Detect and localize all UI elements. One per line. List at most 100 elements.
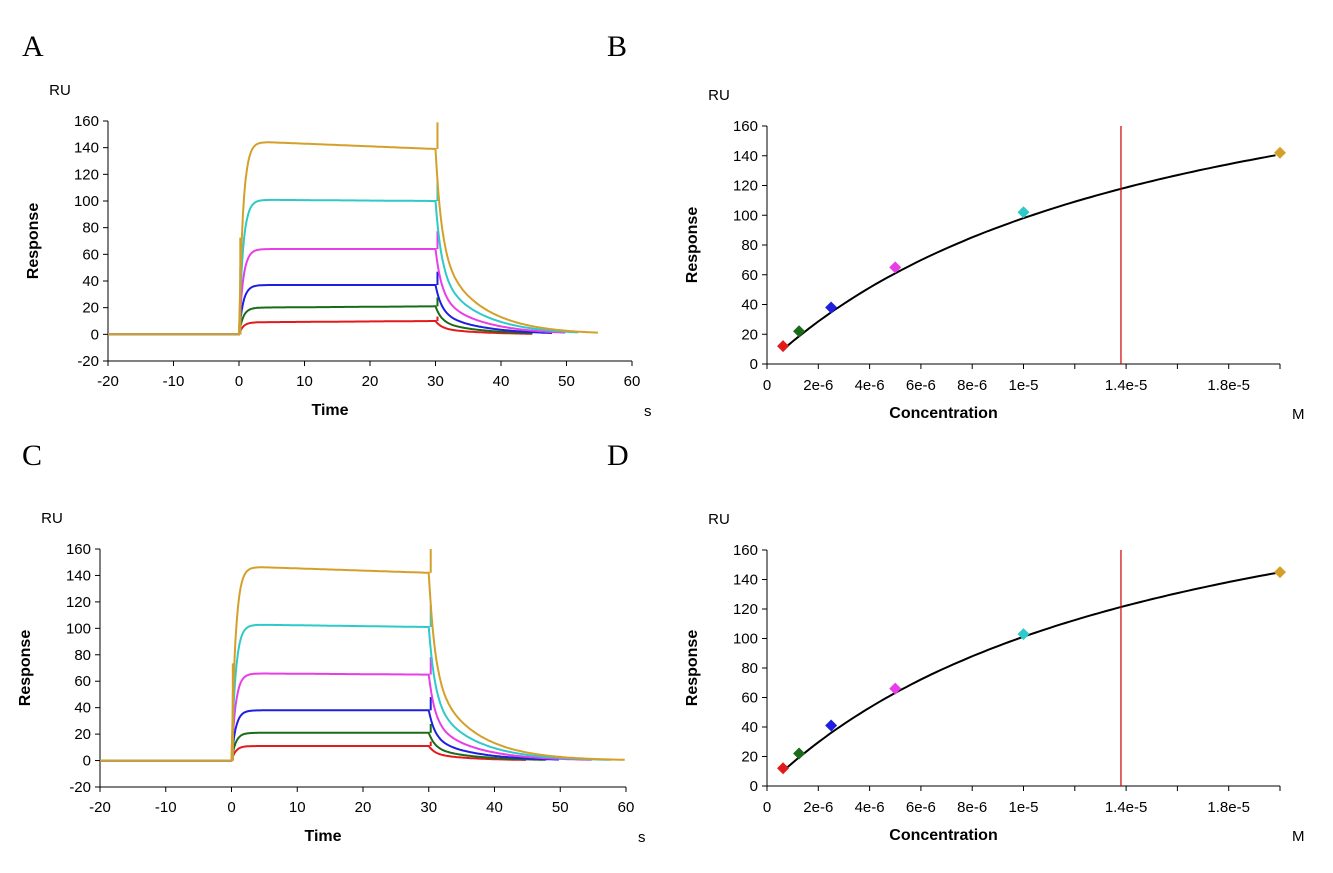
y-tick-label: 20: [74, 726, 91, 743]
panel-label-c: C: [22, 439, 42, 472]
x-tick-label: 10: [296, 373, 313, 390]
x-tick-label: 10: [289, 799, 306, 816]
x-unit-label: s: [638, 829, 646, 846]
x-tick-label: 4e-6: [855, 377, 885, 394]
x-tick-label: 40: [493, 373, 510, 390]
y-tick-label: 160: [733, 118, 758, 135]
y-axis-title: Response: [684, 207, 701, 284]
x-axis-title: Time: [311, 402, 348, 419]
y-unit-label: RU: [708, 87, 730, 104]
sensorgram-curve-4: [100, 672, 592, 762]
affinity-fit-curve: [782, 154, 1276, 351]
y-tick-label: 140: [733, 572, 758, 589]
x-tick-label: 1.8e-5: [1207, 377, 1250, 394]
y-tick-label: 120: [66, 594, 91, 611]
x-tick-label: 8e-6: [957, 377, 987, 394]
y-tick-label: 60: [74, 673, 91, 690]
x-unit-label: M: [1292, 406, 1305, 423]
y-axis-title: Response: [25, 203, 42, 280]
y-unit-label: RU: [708, 511, 730, 528]
y-tick-label: 120: [74, 166, 99, 183]
y-tick-label: 80: [741, 660, 758, 677]
y-tick-label: 0: [750, 356, 758, 373]
x-tick-label: 8e-6: [957, 799, 987, 816]
x-tick-label: 0: [227, 799, 235, 816]
x-tick-label: -20: [97, 373, 119, 390]
x-tick-label: -10: [155, 799, 177, 816]
x-tick-label: -20: [89, 799, 111, 816]
x-tick-label: 2e-6: [803, 799, 833, 816]
data-point-2: [793, 325, 806, 338]
data-point-1: [777, 762, 790, 775]
y-tick-label: 80: [82, 220, 99, 237]
y-tick-label: 40: [741, 719, 758, 736]
x-unit-label: M: [1292, 828, 1305, 845]
x-tick-label: 30: [427, 373, 444, 390]
sensorgram-curve-5: [100, 623, 612, 762]
y-tick-label: 20: [741, 326, 758, 343]
data-point-2: [793, 747, 806, 760]
x-tick-label: 20: [362, 373, 379, 390]
x-tick-label: 60: [624, 373, 641, 390]
y-tick-label: 80: [74, 647, 91, 664]
x-tick-label: 2e-6: [803, 377, 833, 394]
data-point-5: [1017, 628, 1030, 641]
affinity-fit-curve: [782, 572, 1276, 772]
x-tick-label: 0: [763, 377, 771, 394]
data-point-3: [825, 719, 838, 732]
panel-label-b: B: [607, 30, 627, 63]
x-axis-title: Concentration: [889, 827, 997, 844]
y-tick-label: 120: [733, 178, 758, 195]
x-tick-label: 6e-6: [906, 377, 936, 394]
y-tick-label: 20: [82, 300, 99, 317]
x-tick-label: 60: [618, 799, 635, 816]
sensorgram-curve-2: [108, 305, 533, 336]
y-tick-label: 160: [74, 113, 99, 130]
sensorgram-curve-3: [100, 709, 559, 762]
y-axis-title: Response: [684, 630, 701, 707]
x-axis-title: Concentration: [889, 405, 997, 422]
y-unit-label: RU: [49, 82, 71, 99]
x-unit-label: s: [644, 403, 652, 420]
sensorgram-curve-6: [100, 566, 625, 762]
x-tick-label: 0: [763, 799, 771, 816]
x-tick-label: 20: [355, 799, 372, 816]
data-point-4: [889, 261, 902, 274]
y-tick-label: 60: [741, 267, 758, 284]
y-tick-label: 140: [66, 567, 91, 584]
y-tick-label: 100: [733, 631, 758, 648]
x-tick-label: 50: [558, 373, 575, 390]
x-tick-label: 1.4e-5: [1105, 377, 1148, 394]
data-point-6: [1274, 146, 1286, 159]
y-tick-label: 140: [74, 140, 99, 157]
y-tick-label: 80: [741, 237, 758, 254]
data-point-3: [825, 301, 838, 314]
sensorgram-curve-1: [100, 745, 527, 762]
x-tick-label: 50: [552, 799, 569, 816]
y-tick-label: 0: [91, 326, 99, 343]
x-tick-label: 30: [420, 799, 437, 816]
panel-label-a: A: [22, 30, 44, 63]
y-tick-label: 20: [741, 749, 758, 766]
y-tick-label: 160: [66, 541, 91, 558]
x-tick-label: 4e-6: [855, 799, 885, 816]
panel-label-d: D: [607, 439, 629, 472]
x-tick-label: -10: [163, 373, 185, 390]
y-tick-label: 100: [74, 193, 99, 210]
x-tick-label: 1.4e-5: [1105, 799, 1148, 816]
sensorgram-curve-6: [108, 141, 598, 336]
y-tick-label: 140: [733, 148, 758, 165]
y-tick-label: 40: [74, 700, 91, 717]
x-tick-label: 1.8e-5: [1207, 799, 1250, 816]
x-tick-label: 6e-6: [906, 799, 936, 816]
y-tick-label: -20: [77, 353, 99, 370]
y-unit-label: RU: [41, 510, 63, 527]
data-point-5: [1017, 206, 1030, 219]
x-tick-label: 1e-5: [1008, 377, 1038, 394]
y-tick-label: 120: [733, 601, 758, 618]
x-tick-label: 40: [486, 799, 503, 816]
